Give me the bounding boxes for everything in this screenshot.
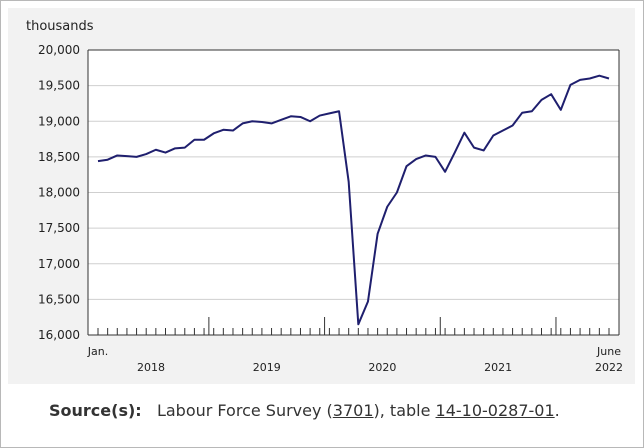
- table-number-link[interactable]: 14-10-0287-01: [435, 401, 555, 420]
- y-axis-label: thousands: [26, 19, 94, 34]
- y-tick-label: 17,000: [38, 257, 80, 271]
- x-year-label: 2019: [253, 361, 281, 374]
- y-tick-label: 19,500: [38, 79, 80, 93]
- source-note: Source(s): Labour Force Survey (3701), t…: [49, 401, 560, 420]
- x-start-month-label: Jan.: [87, 345, 108, 358]
- chart-panel: 16,000 16,500 17,000 17,500 18,000 18,500 19,0…: [8, 8, 635, 384]
- line-chart: 16,000 16,500 17,000 17,500 18,000 18,500 19,0…: [26, 19, 623, 374]
- y-tick-label: 18,000: [38, 186, 80, 200]
- y-tick-label: 16,000: [38, 328, 80, 342]
- y-tick-label: 17,500: [38, 221, 80, 235]
- x-year-label: 2018: [137, 361, 165, 374]
- source-label: Source(s):: [49, 401, 142, 420]
- source-text-before: Labour Force Survey (: [156, 401, 333, 420]
- series-line: [97, 74, 610, 326]
- x-year-label: 2020: [368, 361, 396, 374]
- y-tick-label: 20,000: [38, 43, 80, 57]
- source-text-after: .: [554, 401, 560, 420]
- x-end-month-label: June: [596, 345, 621, 358]
- x-year-label: 2021: [484, 361, 512, 374]
- survey-number-link[interactable]: 3701: [332, 401, 374, 420]
- y-tick-label: 19,000: [38, 114, 80, 128]
- x-year-label: 2022: [595, 361, 623, 374]
- source-text-middle: ), table: [373, 401, 436, 420]
- y-tick-label: 16,500: [38, 292, 80, 306]
- y-tick-label: 18,500: [38, 150, 80, 164]
